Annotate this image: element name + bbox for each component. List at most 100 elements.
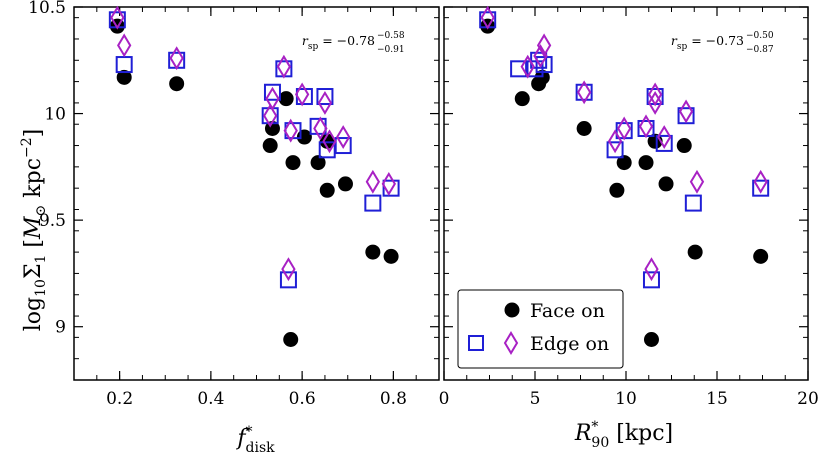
x-tick-label: 20 (797, 389, 819, 409)
legend-edge-square-marker (468, 335, 484, 351)
edge-on-diamond-point (169, 46, 184, 71)
edge-on-diamond-point (753, 169, 768, 194)
edge-on-diamond-point (689, 169, 705, 194)
edge-on-square-point (263, 83, 281, 101)
edge-on-diamond-point (638, 114, 654, 139)
edge-on-square-point (575, 83, 593, 101)
y-axis-label: log10Σ1 [M⊙ kpc−2] (19, 129, 49, 332)
x-tick-label: 10 (615, 389, 637, 409)
correlation-lower: −0.91 (377, 45, 405, 55)
face-on-point (753, 248, 769, 264)
edge-on-diamond-point (110, 5, 125, 30)
face-on-point (310, 155, 326, 171)
legend-face-label: Face on (530, 300, 605, 322)
edge-on-square-point (316, 88, 334, 106)
correlation-annotation: rsp = −0.78 (302, 33, 375, 52)
edge-on-square-point (261, 107, 279, 125)
edge-on-square-point (642, 271, 660, 289)
edge-on-diamond-point (657, 125, 672, 149)
edge-on-diamond-point (576, 80, 592, 105)
face-on-point (365, 244, 381, 260)
face-on-point (514, 91, 530, 107)
y-tick-label: 10 (44, 105, 66, 125)
edge-on-diamond-point (607, 129, 623, 154)
face-on-point (638, 155, 654, 171)
correlation-annotation: rsp = −0.73 (671, 33, 744, 52)
face-on-point (262, 138, 278, 154)
edge-on-diamond-point (536, 33, 552, 58)
face-on-point (687, 244, 703, 260)
face-on-point (609, 182, 625, 198)
edge-on-diamond-point (617, 116, 632, 141)
edge-on-diamond-point (480, 5, 495, 30)
legend-edge-label: Edge on (530, 333, 609, 355)
edge-on-diamond-point (678, 99, 694, 124)
edge-on-square-point (752, 179, 770, 197)
y-tick-label: 9.5 (39, 211, 66, 231)
edge-on-diamond-point (281, 257, 296, 282)
correlation-upper: −0.50 (746, 31, 774, 41)
face-on-point (319, 133, 335, 149)
legend: Face on Edge on (457, 289, 624, 369)
face-on-point (616, 155, 632, 171)
edge-on-square-point (334, 137, 352, 155)
face-on-point (534, 69, 550, 85)
panel-disk-fraction: 0.2 0.4 0.6 0.8 9 9.5 10 10.5 rsp = −0.78 −0.58 −0… (28, 0, 440, 409)
edge-on-square-point (526, 60, 544, 78)
face-on-point (643, 332, 659, 348)
x-axis-label-left: f* disk (235, 424, 275, 456)
edge-on-diamond-point (381, 171, 396, 196)
legend-edge-diamond-marker (503, 331, 519, 355)
edge-on-square-point (655, 134, 673, 152)
edge-on-square-point (115, 56, 133, 74)
legend-face-marker (504, 302, 520, 318)
edge-on-diamond-point (336, 125, 351, 149)
legend-box (457, 289, 624, 369)
edge-on-diamond-point (117, 33, 132, 58)
edge-on-square-point (364, 194, 382, 212)
edge-on-diamond-point (520, 54, 535, 79)
x-axis-label-right: R* 90 [kpc] (574, 419, 673, 451)
face-on-point (116, 69, 132, 85)
face-on-point (278, 91, 294, 107)
edge-on-diamond-point (263, 103, 278, 128)
edge-on-diamond-point (644, 257, 659, 282)
x-tick-label: 0.6 (289, 389, 316, 409)
face-on-point (319, 182, 335, 198)
x-tick-label: 0.2 (106, 389, 133, 409)
correlation-upper: −0.58 (377, 31, 405, 41)
edge-on-square-point (606, 141, 624, 159)
face-on-point (285, 155, 301, 171)
y-tick-label: 10.5 (28, 0, 66, 18)
face-on-point (676, 138, 692, 154)
edge-on-diamond-point (265, 86, 280, 111)
edge-on-square-point (279, 271, 297, 289)
edge-on-square-point (510, 60, 528, 78)
x-tick-label: 15 (706, 389, 728, 409)
x-tick-label: 0.8 (380, 389, 407, 409)
edge-on-diamond-point (294, 82, 310, 107)
x-tick-label: 5 (530, 389, 541, 409)
face-on-point (576, 120, 592, 136)
correlation-lower: −0.87 (746, 45, 774, 55)
face-on-point (283, 332, 299, 348)
face-on-point (337, 176, 353, 192)
edge-on-diamond-point (276, 54, 292, 79)
edge-on-diamond-point (317, 90, 333, 115)
edge-on-diamond-point (647, 90, 663, 115)
edge-on-square-point (530, 51, 548, 69)
x-tick-label: 0.4 (197, 389, 224, 409)
edge-on-diamond-point (322, 129, 337, 154)
face-on-point (383, 248, 399, 264)
edge-on-square-point (382, 179, 400, 197)
face-on-point (658, 176, 674, 192)
panel-r90: 0 5 10 15 20 rsp = −0.73 −0.50 −0.87 (439, 5, 819, 409)
x-tick-label: 0 (439, 389, 450, 409)
edge-on-diamond-point (283, 118, 298, 143)
y-tick-label: 9 (55, 318, 66, 338)
edge-on-diamond-point (533, 44, 548, 68)
face-on-point (169, 76, 185, 92)
edge-on-diamond-point (313, 116, 328, 141)
edge-on-diamond-point (647, 82, 663, 107)
